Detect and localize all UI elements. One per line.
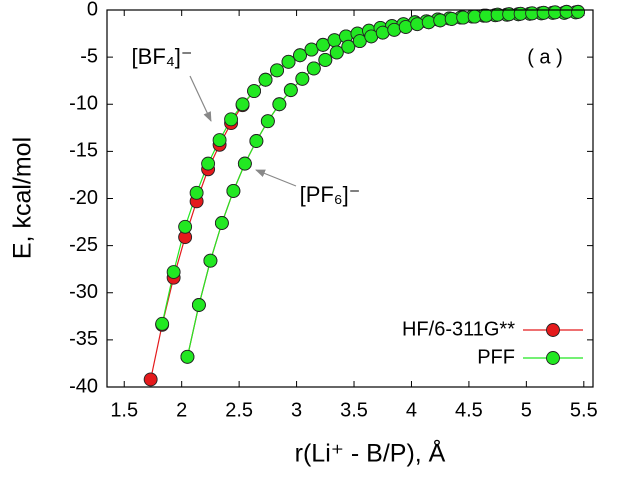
data-point bbox=[421, 15, 436, 30]
series-line bbox=[186, 11, 579, 357]
data-point bbox=[155, 316, 170, 331]
legend-label[interactable]: PFF bbox=[477, 346, 515, 368]
data-point bbox=[525, 6, 540, 21]
data-point bbox=[283, 83, 298, 98]
data-point bbox=[571, 4, 586, 19]
x-axis-label: r(Li⁺ - B/P), Å bbox=[295, 438, 446, 468]
y-tick-label: -35 bbox=[69, 328, 98, 350]
x-tick-label: 4 bbox=[406, 399, 417, 421]
data-point bbox=[479, 8, 494, 23]
data-point bbox=[226, 184, 241, 198]
data-point bbox=[201, 156, 216, 171]
x-tick-label: 5 bbox=[521, 399, 532, 421]
data-point bbox=[548, 5, 563, 20]
x-tick-label: 3.5 bbox=[340, 399, 368, 421]
data-point bbox=[410, 17, 425, 32]
data-point bbox=[433, 13, 448, 28]
y-tick-label: -15 bbox=[69, 140, 98, 162]
data-point bbox=[295, 71, 310, 86]
data-point bbox=[456, 10, 471, 25]
data-point bbox=[467, 9, 482, 24]
y-tick-label: -20 bbox=[69, 187, 98, 209]
x-tick-label: 5.5 bbox=[570, 399, 598, 421]
data-point bbox=[189, 185, 204, 200]
data-point bbox=[178, 219, 193, 234]
data-point bbox=[249, 134, 264, 148]
data-point bbox=[318, 53, 333, 67]
annotation: [BF₄]⁻ bbox=[132, 44, 193, 69]
data-point bbox=[166, 265, 181, 279]
plot-layer bbox=[143, 4, 586, 387]
data-point bbox=[306, 61, 321, 76]
x-tick-label: 1.5 bbox=[110, 399, 138, 421]
x-tick-label: 2.5 bbox=[225, 399, 253, 421]
data-point bbox=[281, 54, 296, 69]
data-point bbox=[375, 25, 390, 40]
annotation: [PF₆]⁻ bbox=[300, 182, 361, 207]
data-point bbox=[247, 84, 262, 99]
annotation: ( a ) bbox=[527, 46, 563, 68]
y-tick-label: -25 bbox=[69, 234, 98, 256]
legend-marker bbox=[546, 351, 560, 365]
data-point bbox=[235, 97, 250, 112]
series-line bbox=[186, 11, 579, 357]
data-point bbox=[270, 63, 284, 78]
data-point bbox=[341, 39, 356, 54]
data-point bbox=[224, 112, 239, 127]
data-point bbox=[329, 45, 344, 60]
data-point bbox=[180, 349, 195, 364]
data-point bbox=[513, 6, 528, 21]
data-point bbox=[143, 372, 158, 387]
x-tick-label: 4.5 bbox=[455, 399, 483, 421]
data-point bbox=[258, 72, 273, 87]
y-tick-label: -5 bbox=[80, 45, 98, 67]
y-tick-label: -30 bbox=[69, 281, 98, 303]
data-point bbox=[444, 12, 459, 26]
y-tick-label: -10 bbox=[69, 93, 98, 115]
x-tick-label: 2 bbox=[176, 399, 187, 421]
data-point bbox=[327, 33, 342, 48]
y-tick-label: -40 bbox=[69, 375, 98, 397]
data-point bbox=[203, 253, 218, 268]
data-point bbox=[260, 114, 275, 129]
data-point bbox=[364, 29, 379, 44]
plot-frame bbox=[106, 9, 594, 388]
data-point bbox=[191, 298, 206, 312]
data-point bbox=[387, 22, 402, 37]
data-point bbox=[214, 216, 229, 230]
y-axis-label: E, kcal/mol bbox=[9, 137, 37, 259]
annotation-arrow bbox=[255, 169, 297, 187]
series-line bbox=[161, 11, 576, 324]
legend-label[interactable]: HF/6-311G** bbox=[402, 318, 515, 340]
x-tick-label: 3 bbox=[291, 399, 302, 421]
data-point bbox=[212, 133, 227, 148]
y-tick-label: 0 bbox=[87, 0, 98, 20]
data-point bbox=[272, 97, 287, 112]
data-point bbox=[237, 156, 252, 171]
data-point bbox=[536, 5, 551, 20]
data-point bbox=[398, 20, 413, 34]
annotation-arrow bbox=[189, 75, 212, 122]
data-point bbox=[293, 48, 307, 63]
legend-marker bbox=[546, 323, 560, 337]
